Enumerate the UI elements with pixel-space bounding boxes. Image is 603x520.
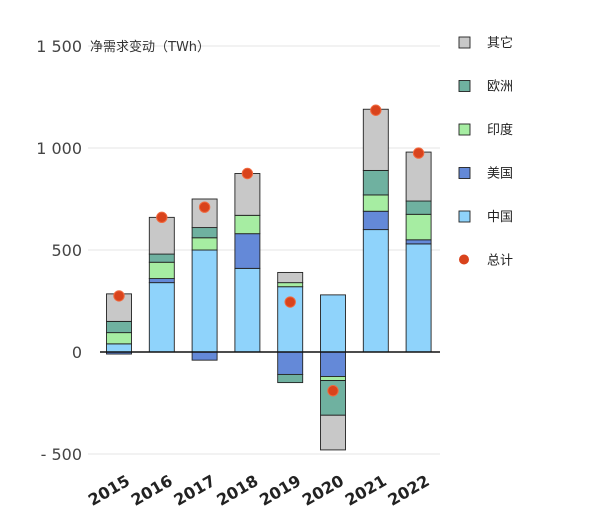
total-marker xyxy=(284,296,296,308)
x-tick-label: 2019 xyxy=(256,471,304,510)
y-tick-label: 0 xyxy=(72,343,82,362)
x-tick-label: 2022 xyxy=(385,471,433,510)
bar-segment xyxy=(106,332,132,345)
bar-segment xyxy=(362,169,389,196)
y-tick-label: - 500 xyxy=(41,445,82,464)
bar-segment xyxy=(234,214,261,235)
total-marker xyxy=(327,385,339,397)
bars-layer xyxy=(106,108,432,451)
legend-label: 总计 xyxy=(487,254,513,269)
total-marker xyxy=(113,290,125,302)
bar-segment xyxy=(277,351,304,375)
bar-segment xyxy=(405,200,432,215)
bar-segment xyxy=(148,261,175,280)
bar-segment xyxy=(234,173,261,216)
total-marker xyxy=(156,211,168,224)
legend-swatch xyxy=(458,80,471,92)
bar-segment xyxy=(191,227,218,239)
bar-segment xyxy=(320,414,346,451)
bar-segment xyxy=(191,249,218,353)
bar-segment xyxy=(277,271,304,284)
x-tick-label: 2017 xyxy=(171,471,219,510)
bar-segment xyxy=(320,376,346,382)
bar-segment xyxy=(320,294,346,353)
bar-segment xyxy=(234,267,261,353)
bar-segment xyxy=(234,233,261,269)
bar-segment xyxy=(405,213,432,241)
legend-swatch xyxy=(458,123,471,136)
bar-segment xyxy=(148,278,175,284)
legend-swatch xyxy=(458,36,471,49)
legend-label: 美国 xyxy=(487,167,513,182)
bar-segment xyxy=(191,237,218,251)
x-tick-label: 2021 xyxy=(342,471,390,510)
bar-segment xyxy=(362,229,389,353)
total-marker xyxy=(370,104,382,116)
bar-segment xyxy=(277,373,304,384)
bar-segment xyxy=(405,239,432,245)
bar-segment xyxy=(148,282,175,353)
bar-segment xyxy=(191,351,218,361)
totals-layer xyxy=(113,104,425,397)
legend-swatch xyxy=(458,167,471,179)
bar-segment xyxy=(277,282,304,288)
bar-segment xyxy=(106,343,132,353)
total-marker xyxy=(241,167,254,180)
x-tick-label: 2015 xyxy=(85,471,133,510)
y-axis-label: 净需求变动（TWh） xyxy=(90,39,210,55)
bar-segment xyxy=(362,108,389,171)
legend-marker-total xyxy=(459,254,469,265)
bar-segment xyxy=(362,210,389,231)
y-tick-label: 1 500 xyxy=(36,37,82,56)
x-tick-label: 2016 xyxy=(128,471,176,510)
legend-label: 印度 xyxy=(487,122,513,138)
bar-segment xyxy=(320,351,346,377)
total-marker xyxy=(412,147,425,159)
x-tick-label: 2018 xyxy=(213,471,261,510)
legend-label: 欧洲 xyxy=(487,80,513,95)
legend-label: 中国 xyxy=(487,210,513,225)
bar-segment xyxy=(362,194,389,212)
legend-label: 其它 xyxy=(487,35,513,51)
bar-segment xyxy=(148,253,175,263)
bar-segment xyxy=(405,243,432,353)
total-marker xyxy=(198,201,211,213)
y-tick-label: 1 000 xyxy=(36,139,82,158)
bar-segment xyxy=(106,320,132,334)
bar-segment xyxy=(405,151,432,202)
y-tick-label: 500 xyxy=(51,241,82,260)
x-tick-label: 2020 xyxy=(299,471,347,510)
legend-swatch xyxy=(458,210,471,223)
